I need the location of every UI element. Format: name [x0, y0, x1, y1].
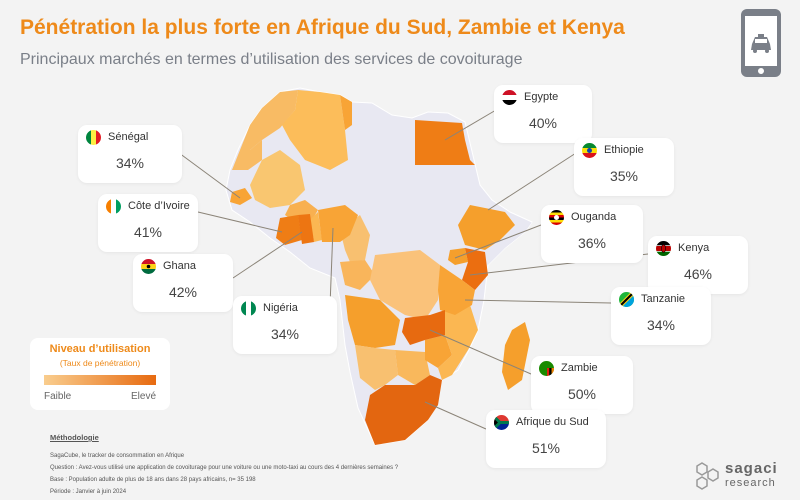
ghana-flag-icon — [141, 259, 156, 274]
methodology: Méthodologie SagaCube, le tracker de con… — [50, 433, 490, 498]
south-africa-flag-icon — [494, 415, 509, 430]
map-cote-ivoire — [276, 215, 302, 245]
card-kenya: Kenya 46% — [648, 236, 748, 294]
legend-low: Faible — [44, 391, 72, 402]
card-ouganda: Ouganda 36% — [541, 205, 643, 263]
ethiopia-flag-icon — [582, 143, 597, 158]
region-angola — [345, 295, 400, 348]
methodology-line: SagaCube, le tracker de consommation en … — [50, 453, 185, 459]
phone-taxi-icon — [741, 9, 781, 77]
country-value: 51% — [531, 440, 561, 456]
card-tanzanie: Tanzanie 34% — [611, 287, 711, 345]
page-subtitle: Principaux marchés en termes d’utilisati… — [20, 51, 523, 68]
kenya-flag-icon — [656, 241, 671, 256]
region-benin-togo — [310, 212, 322, 242]
card-senegal: Sénégal 34% — [78, 125, 182, 183]
country-name: Sénégal — [108, 131, 149, 143]
methodology-line: Question : Avez-vous utilisé une applica… — [50, 465, 399, 471]
map-ethiopia — [458, 205, 515, 250]
card-ethiopie: Ethiopie 35% — [574, 138, 674, 196]
country-value: 42% — [168, 284, 198, 300]
tanzania-flag-icon — [619, 292, 634, 307]
uganda-flag-icon — [549, 210, 564, 225]
card-nigeria: Nigéria 34% — [233, 296, 337, 354]
card-cote-ivoire: Côte d’Ivoire 41% — [98, 194, 198, 252]
map-south-africa — [365, 375, 442, 445]
country-name: Egypte — [524, 91, 559, 103]
logo-brand: sagaci — [725, 460, 778, 477]
card-ghana: Ghana 42% — [133, 254, 233, 312]
country-value: 36% — [577, 235, 607, 251]
country-name: Nigéria — [263, 302, 298, 314]
country-name: Ouganda — [571, 211, 617, 223]
senegal-flag-icon — [86, 130, 101, 145]
card-zambie: Zambie 50% — [531, 356, 633, 414]
country-value: 41% — [133, 224, 163, 240]
card-afrique-du-sud: Afrique du Sud 51% — [486, 410, 606, 468]
country-name: Kenya — [678, 242, 710, 254]
legend-high: Elevé — [130, 391, 156, 402]
country-name: Ethiopie — [604, 144, 644, 156]
region-drc — [370, 250, 440, 320]
sagaci-logo: sagaci research — [695, 460, 777, 496]
country-value: 46% — [683, 266, 713, 282]
map-ghana — [298, 214, 314, 244]
region-algeria — [282, 90, 348, 170]
region-tunisia — [340, 95, 352, 130]
page-title: Pénétration la plus forte en Afrique du … — [20, 16, 625, 39]
region-mali — [250, 150, 305, 208]
legend-subtitle: (Taux de pénétration) — [59, 358, 141, 368]
region-chad — [355, 160, 390, 215]
map-zambia — [402, 310, 445, 345]
country-name: Ghana — [163, 260, 197, 272]
methodology-line: Période : Janvier à juin 2024 — [50, 489, 127, 495]
card-egypte: Egypte 40% — [494, 85, 592, 143]
map-tanzania — [438, 265, 475, 315]
country-value: 34% — [270, 326, 300, 342]
country-name: Tanzanie — [641, 293, 686, 305]
region-morocco — [240, 90, 298, 150]
methodology-line: Base : Population adulte de plus de 18 a… — [50, 477, 256, 483]
cote-ivoire-flag-icon — [106, 199, 121, 214]
country-value: 34% — [646, 317, 676, 333]
hexagon-logo-icon — [696, 462, 719, 490]
country-value: 50% — [567, 386, 597, 402]
region-west-sahara — [232, 140, 262, 170]
country-value: 35% — [609, 168, 639, 184]
country-name: Côte d’Ivoire — [128, 200, 190, 212]
logo-sub: research — [725, 477, 776, 489]
region-madagascar — [502, 322, 530, 390]
country-name: Afrique du Sud — [516, 416, 589, 428]
region-zimbabwe — [425, 335, 452, 368]
map-legend: Niveau d’utilisation (Taux de pénétratio… — [30, 338, 170, 410]
map-nigeria — [318, 205, 358, 242]
region-gabon-congo — [340, 260, 375, 290]
methodology-title: Méthodologie — [50, 433, 99, 442]
region-botswana — [395, 350, 430, 385]
country-value: 34% — [115, 155, 145, 171]
region-namibia — [355, 345, 398, 390]
legend-gradient — [44, 375, 156, 385]
country-value: 40% — [528, 115, 558, 131]
zambia-flag-icon — [539, 361, 554, 376]
legend-title: Niveau d’utilisation — [49, 343, 151, 355]
country-name: Zambie — [561, 362, 598, 374]
nigeria-flag-icon — [241, 301, 256, 316]
egypt-flag-icon — [502, 90, 517, 105]
map-senegal — [230, 188, 252, 205]
map-kenya — [462, 248, 488, 290]
